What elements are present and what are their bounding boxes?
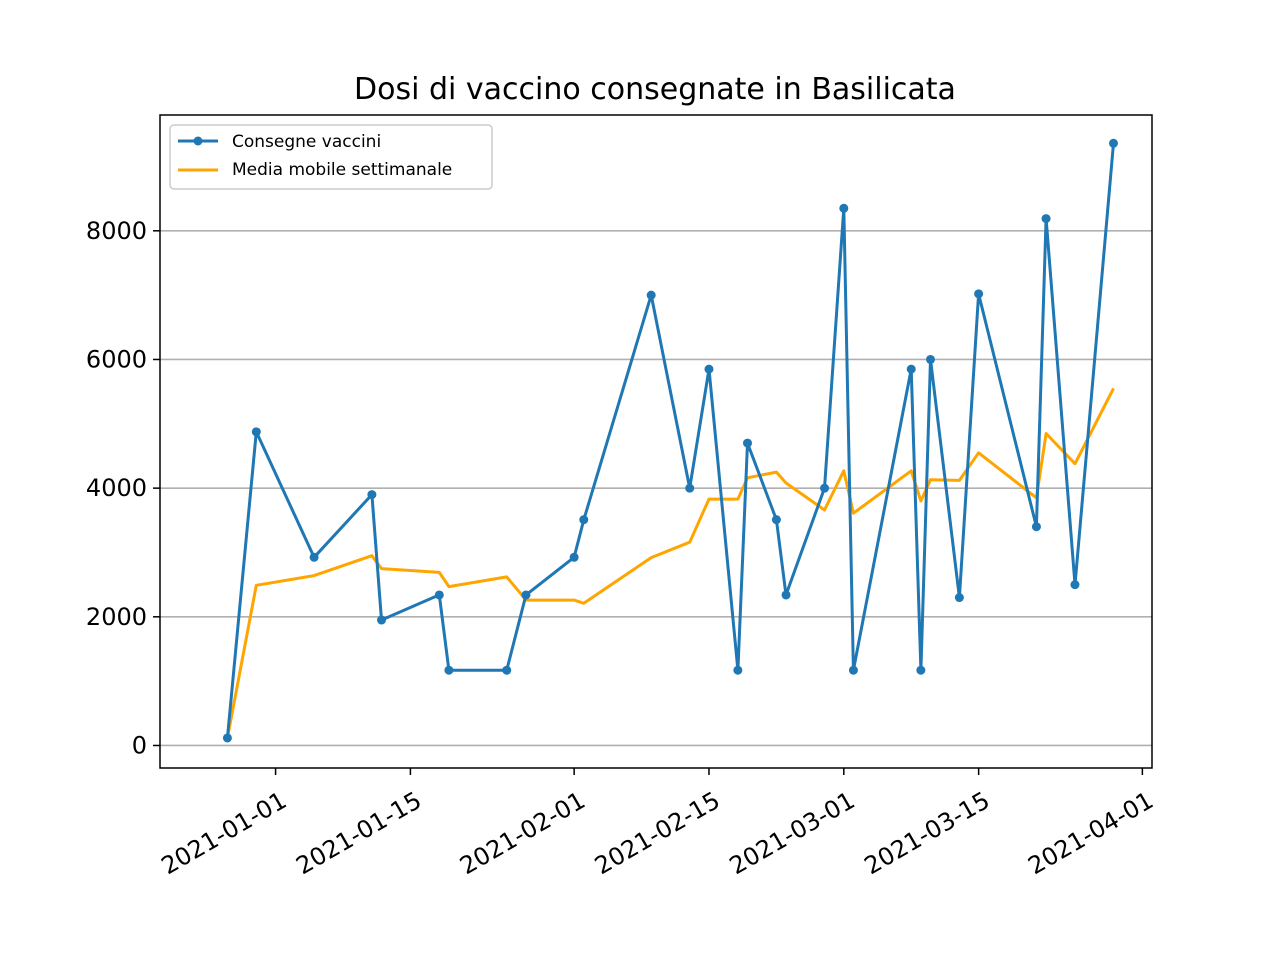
plot-area-frame — [159, 114, 1153, 769]
legend-label-consegne-vaccini: Consegne vaccini — [232, 132, 381, 152]
data-point — [916, 665, 926, 675]
y-tick-label: 8000 — [86, 217, 147, 245]
data-point — [733, 665, 743, 675]
data-point — [742, 438, 752, 448]
data-point — [848, 665, 858, 675]
y-tick-label: 2000 — [86, 603, 147, 631]
data-point — [434, 590, 444, 600]
series-layer — [222, 138, 1118, 743]
chart-title: Dosi di vaccino consegnate in Basilicata — [354, 72, 956, 107]
data-point — [521, 590, 531, 600]
data-point — [925, 354, 935, 364]
data-point — [222, 733, 232, 743]
data-point — [1070, 580, 1080, 590]
data-point — [377, 615, 387, 625]
data-point — [309, 552, 319, 562]
deliveries-line — [225, 143, 1115, 739]
data-point — [646, 290, 656, 300]
y-tick-label: 0 — [132, 731, 147, 759]
legend-label-media-mobile: Media mobile settimanale — [232, 160, 452, 180]
legend-marker-consegne-vaccini — [193, 136, 203, 146]
data-point — [954, 593, 964, 603]
data-point — [771, 515, 781, 525]
series-media-mobile — [225, 387, 1115, 739]
moving-average-line — [225, 387, 1115, 739]
data-point — [704, 364, 714, 374]
data-point — [444, 665, 454, 675]
data-point — [781, 590, 791, 600]
y-tick-label: 6000 — [86, 345, 147, 373]
legend: Consegne vaccini Media mobile settimanal… — [169, 124, 493, 190]
gridlines — [160, 230, 1152, 747]
data-point — [502, 665, 512, 675]
data-point — [906, 364, 916, 374]
data-point — [579, 515, 589, 525]
data-point — [1108, 138, 1118, 148]
data-point — [569, 552, 579, 562]
legend-frame — [169, 124, 493, 190]
data-point — [367, 490, 377, 500]
data-point — [839, 203, 849, 213]
data-point — [1031, 522, 1041, 532]
data-point — [685, 483, 695, 493]
series-consegne-vaccini — [222, 138, 1118, 743]
data-point — [1041, 214, 1051, 224]
data-point — [251, 427, 261, 437]
data-point — [820, 483, 830, 493]
data-point — [974, 289, 984, 299]
y-tick-label: 4000 — [86, 474, 147, 502]
